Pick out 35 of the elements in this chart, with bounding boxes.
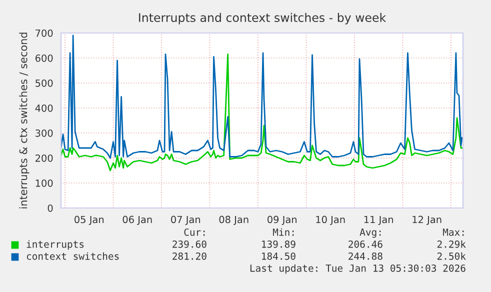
y-tick-label: 100 [36,179,53,187]
y-tick-label: 200 [36,154,53,162]
x-tick-label: 06 Jan [122,216,152,225]
y-tick-label: 700 [36,29,53,37]
legend-label: context switches [26,252,119,260]
text: 2.29k [437,240,466,248]
text: Min: [272,228,294,236]
text: Last update: Tue Jan 13 05:30:03 2026 [250,264,466,274]
y-tick-label: 500 [36,79,53,87]
line-series [61,54,463,172]
y-tick-label: 300 [36,129,53,137]
x-tick-label: 11 Jan [364,216,393,225]
x-tick-label: 08 Jan [219,216,248,225]
y-tick-label: 400 [35,104,53,112]
y-tick-label: 600 [35,54,53,62]
x-tick-label: 07 Jan [171,216,200,225]
text: 206.46 [348,240,382,248]
text: 281.20 [172,252,206,260]
y-tick-label: 0 [48,204,53,212]
x-tick-label: 09 Jan [268,216,296,225]
x-tick-label: 12 Jan [412,216,442,225]
text: Max: [442,228,464,236]
y-axis-title: interrupts & ctx switches / second [19,32,30,208]
x-tick-label: 10 Jan [316,216,345,225]
line-series [61,34,463,159]
text: 244.88 [348,252,382,260]
text: 139.89 [262,240,296,248]
legend-label: interrupts [26,240,84,250]
x-tick-label: 05 Jan [74,216,104,225]
text: 184.50 [262,252,296,260]
chart-title: Interrupts and context switches - by week [139,12,386,24]
text: 239.60 [172,240,206,248]
text: Cur: [184,228,205,236]
text: 2.50k [437,252,466,260]
text: Avg: [360,228,381,238]
